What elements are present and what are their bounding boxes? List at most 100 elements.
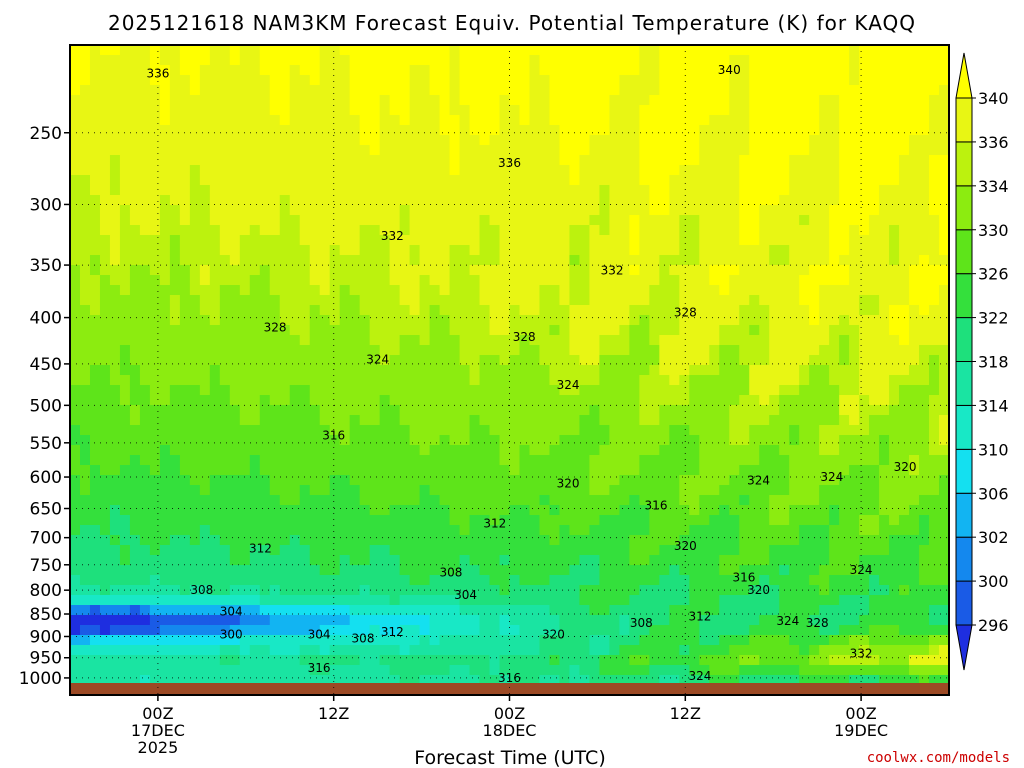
- field-cell: [559, 305, 571, 316]
- field-cell: [229, 525, 241, 536]
- field-cell: [899, 85, 910, 96]
- field-cell: [99, 395, 111, 406]
- field-cell: [859, 65, 870, 76]
- field-cell: [629, 445, 640, 456]
- field-cell: [709, 515, 720, 526]
- field-cell: [759, 375, 770, 386]
- field-cell: [459, 465, 471, 476]
- field-cell: [70, 335, 81, 346]
- field-cell: [499, 245, 511, 256]
- field-cell: [659, 95, 670, 106]
- field-cell: [199, 95, 211, 106]
- field-cell: [749, 165, 760, 176]
- field-cell: [169, 595, 181, 606]
- field-cell: [289, 215, 301, 226]
- field-cell: [79, 155, 91, 166]
- field-cell: [189, 295, 201, 306]
- field-cell: [539, 575, 551, 586]
- field-cell: [559, 235, 571, 246]
- field-cell: [879, 595, 890, 606]
- field-cell: [129, 605, 141, 616]
- field-cell: [839, 365, 850, 376]
- field-cell: [439, 245, 451, 256]
- field-cell: [489, 475, 501, 486]
- field-cell: [919, 305, 930, 316]
- field-cell: [679, 365, 690, 376]
- field-cell: [209, 335, 221, 346]
- field-cell: [239, 435, 251, 446]
- field-cell: [99, 415, 111, 426]
- field-cell: [889, 275, 900, 286]
- field-cell: [139, 135, 151, 146]
- field-cell: [629, 165, 640, 176]
- field-cell: [739, 85, 750, 96]
- field-cell: [289, 95, 301, 106]
- field-cell: [859, 415, 870, 426]
- field-cell: [479, 135, 491, 146]
- field-cell: [209, 395, 221, 406]
- field-cell: [909, 475, 920, 486]
- field-cell: [719, 325, 730, 336]
- field-cell: [789, 425, 800, 436]
- field-cell: [369, 495, 381, 506]
- field-cell: [939, 355, 949, 366]
- field-cell: [469, 215, 481, 226]
- field-cell: [159, 45, 171, 56]
- field-cell: [319, 535, 331, 546]
- field-cell: [609, 535, 620, 546]
- field-cell: [229, 385, 241, 396]
- field-cell: [70, 545, 81, 556]
- field-cell: [809, 105, 820, 116]
- field-cell: [89, 75, 101, 86]
- field-cell: [319, 95, 331, 106]
- field-cell: [349, 55, 361, 66]
- field-cell: [129, 65, 141, 76]
- field-cell: [469, 305, 481, 316]
- field-cell: [629, 455, 640, 466]
- field-cell: [609, 295, 620, 306]
- field-cell: [389, 475, 401, 486]
- field-cell: [689, 255, 700, 266]
- field-cell: [829, 455, 840, 466]
- field-cell: [829, 225, 840, 236]
- field-cell: [739, 575, 750, 586]
- field-cell: [179, 315, 191, 326]
- field-cell: [319, 585, 331, 596]
- field-cell: [119, 325, 131, 336]
- field-cell: [759, 95, 770, 106]
- field-cell: [139, 315, 151, 326]
- field-cell: [679, 595, 690, 606]
- field-cell: [589, 565, 600, 576]
- field-cell: [849, 575, 860, 586]
- field-cell: [669, 265, 680, 276]
- field-cell: [909, 525, 920, 536]
- field-cell: [349, 145, 361, 156]
- field-cell: [179, 255, 191, 266]
- field-cell: [149, 65, 161, 76]
- field-cell: [329, 45, 341, 56]
- field-cell: [249, 515, 261, 526]
- field-cell: [769, 45, 780, 56]
- field-cell: [639, 475, 650, 486]
- field-cell: [789, 495, 800, 506]
- field-cell: [479, 345, 491, 356]
- field-cell: [609, 335, 620, 346]
- field-cell: [729, 125, 740, 136]
- field-cell: [829, 235, 840, 246]
- field-cell: [489, 185, 501, 196]
- field-cell: [429, 105, 441, 116]
- field-cell: [749, 275, 760, 286]
- field-cell: [609, 375, 620, 386]
- field-cell: [849, 55, 860, 66]
- field-cell: [519, 585, 531, 596]
- field-cell: [259, 595, 271, 606]
- field-cell: [699, 275, 710, 286]
- field-cell: [99, 375, 111, 386]
- field-cell: [219, 225, 231, 236]
- field-cell: [129, 485, 141, 496]
- field-cell: [79, 495, 91, 506]
- field-cell: [499, 85, 511, 96]
- field-cell: [879, 405, 890, 416]
- field-cell: [579, 225, 591, 236]
- field-cell: [669, 105, 680, 116]
